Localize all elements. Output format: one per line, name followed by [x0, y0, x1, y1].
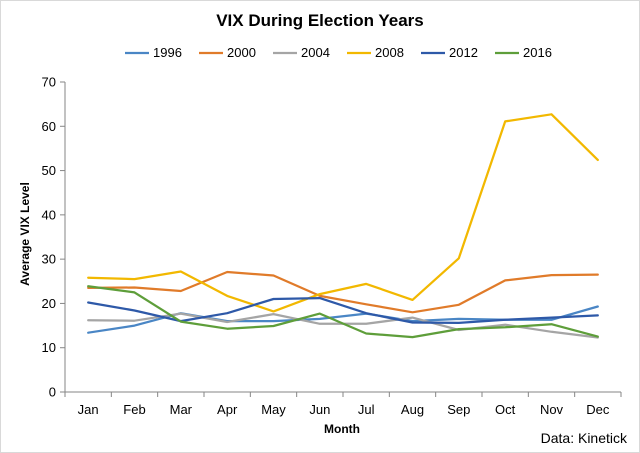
legend-item-2000: 2000 — [199, 45, 256, 60]
x-tick-label: Mar — [170, 402, 193, 417]
legend-label: 2008 — [375, 45, 404, 60]
x-tick-label: Feb — [123, 402, 145, 417]
series-line-2012 — [87, 296, 599, 325]
x-axis: Jan Feb Mar Apr May Jun Jul Aug Sep Oct Nov Dec — [64, 391, 622, 417]
y-tick-label: 0 — [49, 385, 56, 400]
legend-label: 2000 — [227, 45, 256, 60]
series-line-2000 — [87, 270, 599, 314]
legend-label: 2004 — [301, 45, 330, 60]
legend-label: 2012 — [449, 45, 478, 60]
legend-item-2008: 2008 — [347, 45, 404, 60]
x-tick-label: Apr — [217, 402, 238, 417]
x-tick-label: Jul — [358, 402, 375, 417]
data-source-note: Data: Kinetick — [541, 430, 628, 446]
series-line-2016 — [87, 285, 599, 339]
legend: 1996 2000 2004 2008 2012 2016 — [125, 45, 552, 60]
x-tick-label: Jan — [78, 402, 99, 417]
y-tick-label: 20 — [42, 296, 56, 311]
y-tick-label: 30 — [42, 252, 56, 267]
y-tick-label: 10 — [42, 340, 56, 355]
x-tick-label: May — [261, 402, 286, 417]
x-tick-label: Nov — [540, 402, 564, 417]
y-tick-label: 50 — [42, 163, 56, 178]
chart-title: VIX During Election Years — [216, 11, 424, 30]
legend-label: 1996 — [153, 45, 182, 60]
x-axis-title: Month — [324, 422, 360, 436]
y-tick-label: 70 — [42, 75, 56, 90]
x-tick-label: Aug — [401, 402, 424, 417]
series-lines — [87, 113, 599, 339]
legend-item-2016: 2016 — [495, 45, 552, 60]
x-tick-label: Jun — [309, 402, 330, 417]
y-axis: 0 10 20 30 40 50 60 70 — [42, 75, 66, 400]
x-tick-label: Sep — [447, 402, 470, 417]
legend-item-2012: 2012 — [421, 45, 478, 60]
legend-item-1996: 1996 — [125, 45, 182, 60]
x-tick-label: Dec — [586, 402, 610, 417]
y-axis-title: Average VIX Level — [18, 182, 32, 286]
legend-label: 2016 — [523, 45, 552, 60]
x-tick-label: Oct — [495, 402, 516, 417]
legend-item-2004: 2004 — [273, 45, 330, 60]
series-line-2008 — [87, 113, 599, 313]
y-tick-label: 60 — [42, 119, 56, 134]
y-tick-label: 40 — [42, 207, 56, 222]
